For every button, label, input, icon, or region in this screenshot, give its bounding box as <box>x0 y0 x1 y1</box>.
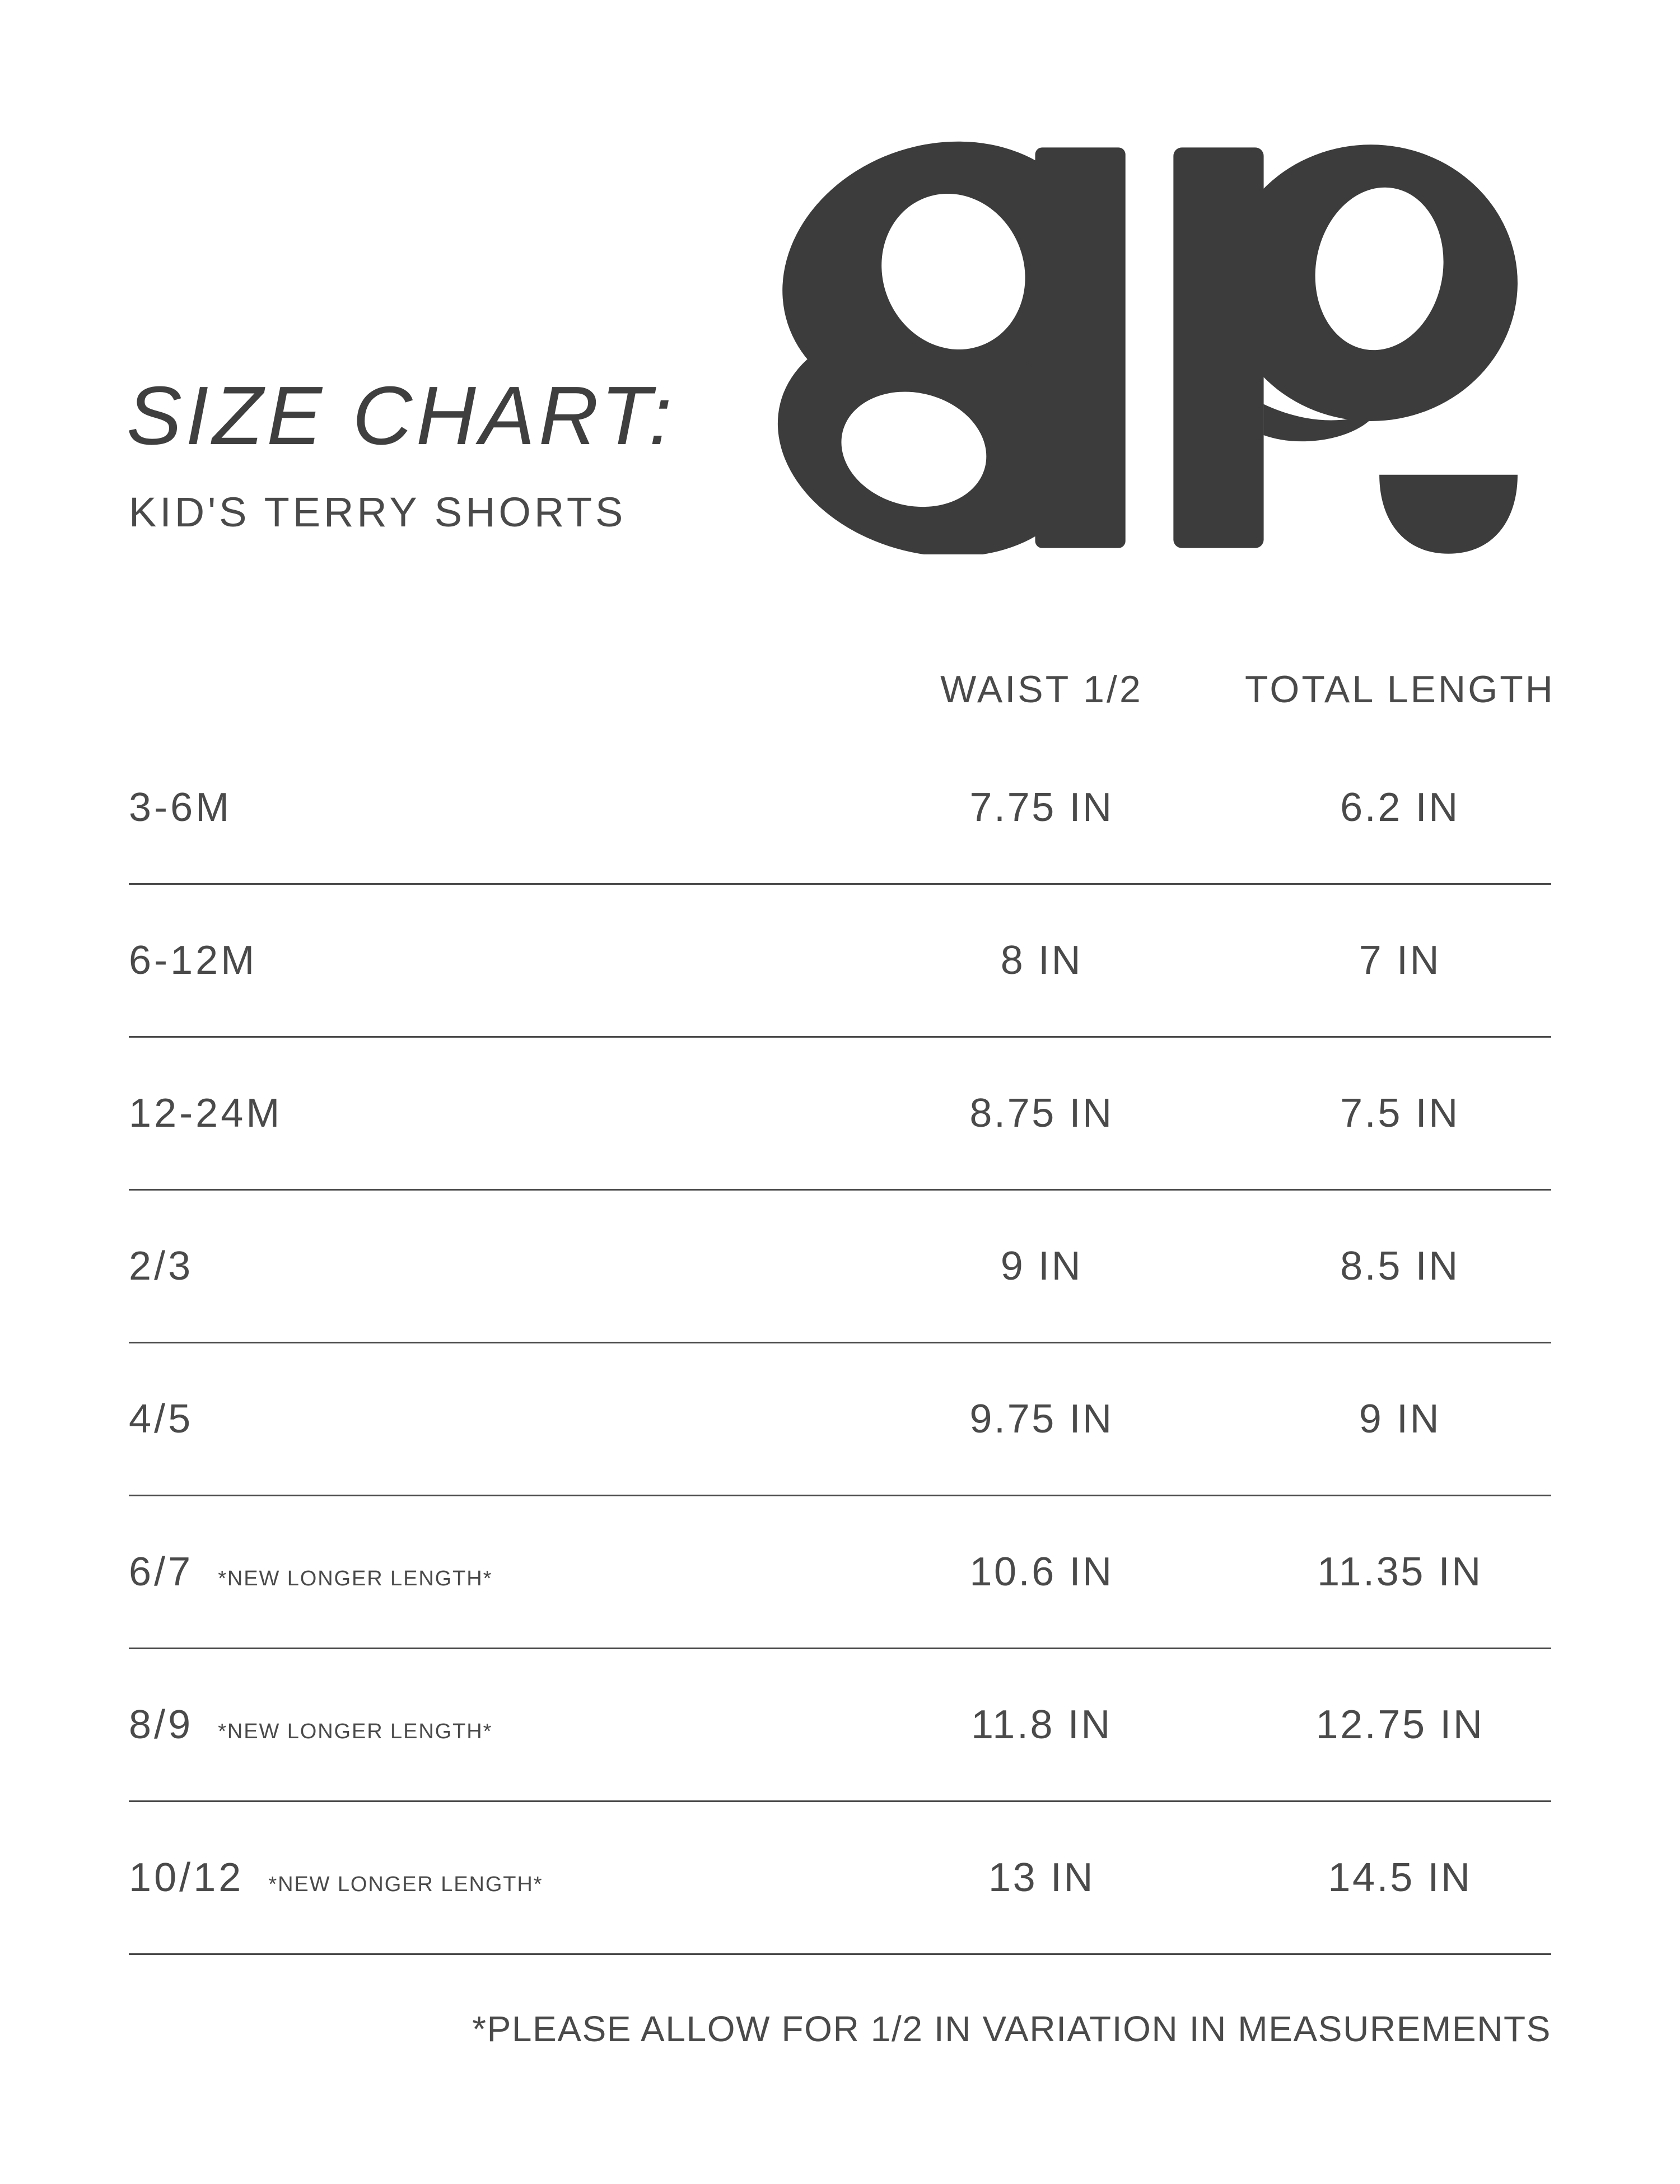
table-row: 8/9 *NEW LONGER LENGTH* 11.8 IN 12.75 IN <box>129 1649 1551 1802</box>
table-header: WAIST 1/2 TOTAL LENGTH <box>129 668 1553 724</box>
page-subtitle: KID'S TERRY SHORTS <box>129 489 627 535</box>
size-label-group: 3-6M <box>129 785 232 830</box>
table-row: 12-24M 8.75 IN 7.5 IN <box>129 1038 1551 1191</box>
table-row: 6-12M 8 IN 7 IN <box>129 885 1551 1038</box>
total-length-value: 11.35 IN <box>1317 1550 1483 1594</box>
new-longer-length-note: *NEW LONGER LENGTH* <box>218 1567 493 1590</box>
size-table-body: 3-6M 7.75 IN 6.2 IN 6-12M 8 IN 7 IN 12-24M 8.75… <box>129 732 1551 1955</box>
brand-logo-ap-monogram <box>777 141 1518 554</box>
waist-half-value: 10.6 IN <box>969 1550 1114 1594</box>
column-header-total-length: TOTAL LENGTH <box>1244 668 1555 711</box>
size-label-group: 4/5 <box>129 1396 193 1442</box>
table-row: 10/12 *NEW LONGER LENGTH* 13 IN 14.5 IN <box>129 1802 1551 1955</box>
size-label: 3-6M <box>129 785 232 830</box>
size-label-group: 6/7 *NEW LONGER LENGTH* <box>129 1549 492 1595</box>
waist-half-value: 9.75 IN <box>969 1397 1114 1441</box>
size-label-group: 6-12M <box>129 937 257 983</box>
waist-half-value: 9 IN <box>1000 1244 1083 1289</box>
size-label: 2/3 <box>129 1244 194 1289</box>
total-length-value: 7.5 IN <box>1340 1091 1460 1136</box>
size-label: 10/12 <box>129 1855 244 1900</box>
waist-half-value: 13 IN <box>988 1855 1095 1900</box>
new-longer-length-note: *NEW LONGER LENGTH* <box>268 1873 543 1896</box>
total-length-value: 14.5 IN <box>1328 1855 1472 1900</box>
measurement-variation-footnote: *PLEASE ALLOW FOR 1/2 IN VARIATION IN ME… <box>472 2009 1551 2049</box>
total-length-value: 7 IN <box>1359 938 1441 983</box>
total-length-value: 6.2 IN <box>1340 785 1460 830</box>
column-header-waist: WAIST 1/2 <box>940 668 1143 711</box>
waist-half-value: 11.8 IN <box>971 1702 1112 1747</box>
waist-half-value: 8 IN <box>1000 938 1083 983</box>
waist-half-value: 8.75 IN <box>969 1091 1114 1136</box>
table-row: 6/7 *NEW LONGER LENGTH* 10.6 IN 11.35 IN <box>129 1496 1551 1649</box>
total-length-value: 8.5 IN <box>1340 1244 1460 1289</box>
table-row: 3-6M 7.75 IN 6.2 IN <box>129 732 1551 885</box>
table-row: 2/3 9 IN 8.5 IN <box>129 1191 1551 1343</box>
size-label: 12-24M <box>129 1091 283 1136</box>
size-label-group: 2/3 <box>129 1243 193 1289</box>
new-longer-length-note: *NEW LONGER LENGTH* <box>218 1720 493 1743</box>
size-label-group: 12-24M <box>129 1090 282 1136</box>
total-length-value: 9 IN <box>1359 1397 1441 1441</box>
table-row: 4/5 9.75 IN 9 IN <box>129 1343 1551 1496</box>
size-label: 6/7 <box>129 1550 194 1594</box>
size-label: 8/9 <box>129 1702 194 1747</box>
waist-half-value: 7.75 IN <box>969 785 1114 830</box>
page-title: SIZE CHART: <box>127 370 676 462</box>
size-label: 6-12M <box>129 938 258 983</box>
size-label-group: 8/9 *NEW LONGER LENGTH* <box>129 1702 492 1748</box>
size-label-group: 10/12 *NEW LONGER LENGTH* <box>129 1855 543 1901</box>
total-length-value: 12.75 IN <box>1315 1702 1485 1747</box>
size-label: 4/5 <box>129 1397 194 1441</box>
